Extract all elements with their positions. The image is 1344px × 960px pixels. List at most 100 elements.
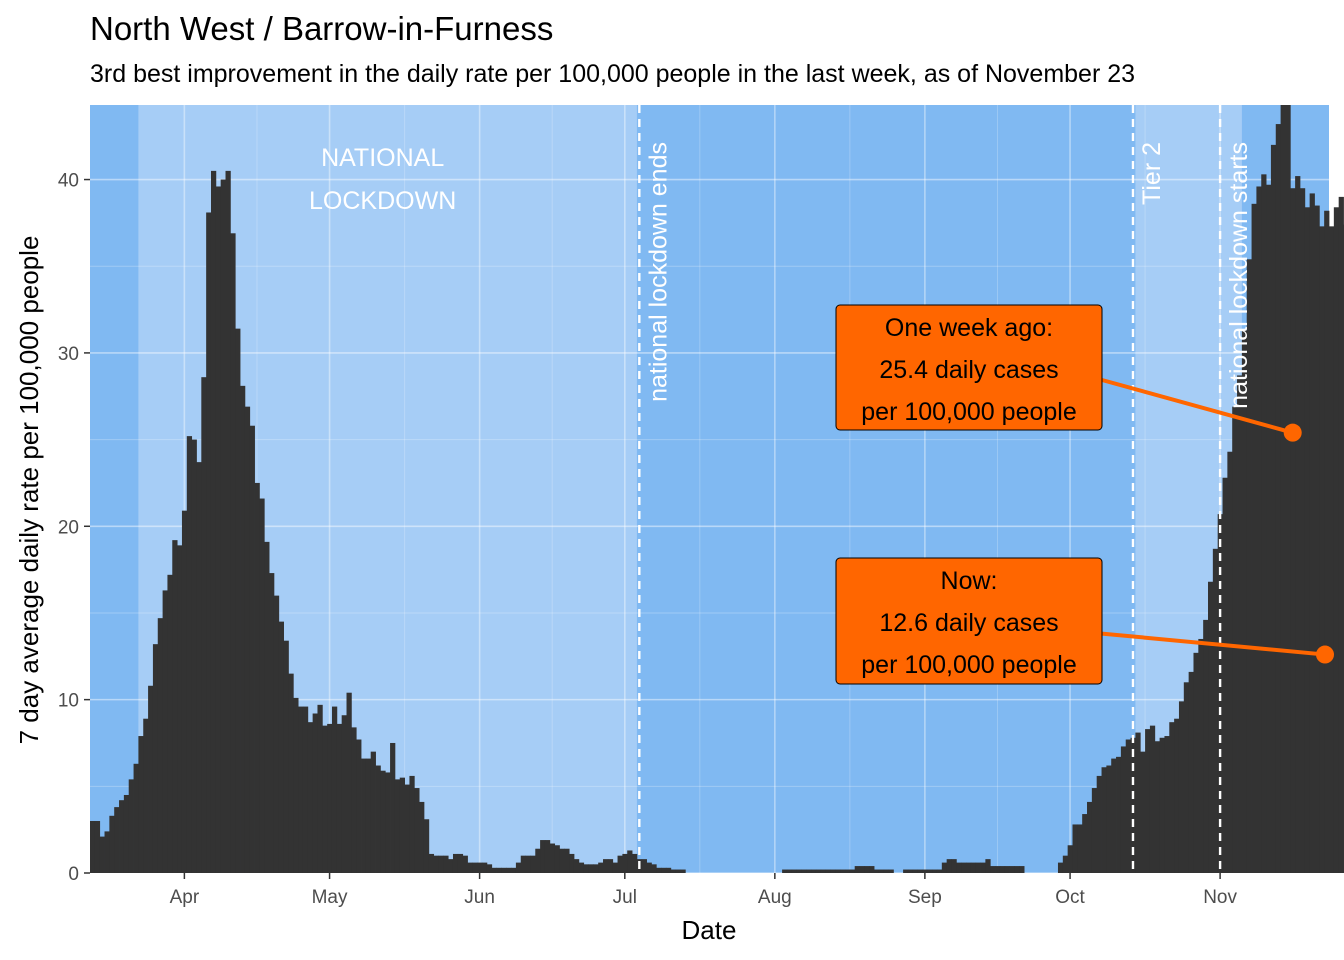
bar [438, 855, 444, 873]
bar [331, 706, 338, 873]
bar [1329, 226, 1335, 874]
bar [883, 869, 889, 873]
bar [298, 706, 304, 873]
bar [1101, 767, 1107, 873]
bar [443, 855, 449, 873]
bar [907, 869, 914, 873]
bar [1183, 682, 1190, 873]
bar [1266, 184, 1272, 873]
bar [167, 574, 173, 873]
bar [210, 170, 217, 873]
bar [404, 784, 410, 873]
bar [1203, 619, 1209, 873]
bar [670, 869, 677, 873]
bar [801, 869, 807, 873]
bar [820, 869, 827, 873]
bar [491, 867, 497, 873]
bar [1285, 105, 1291, 873]
bar [665, 867, 672, 873]
bar [148, 685, 154, 873]
bar [336, 723, 343, 873]
bar [215, 186, 222, 873]
bar [472, 862, 478, 873]
bar [1251, 203, 1257, 874]
bar [230, 233, 236, 873]
bar [796, 869, 802, 873]
bar [617, 855, 623, 873]
bar [632, 853, 638, 873]
bar [1072, 824, 1078, 873]
bar [1333, 207, 1340, 873]
bar [162, 590, 168, 873]
bar [1145, 729, 1151, 873]
bar [980, 862, 986, 873]
annotation-box [835, 557, 1103, 685]
annotation-box [835, 304, 1103, 431]
bar [646, 862, 652, 873]
bar [661, 867, 667, 873]
bar [152, 644, 159, 873]
bar [172, 540, 178, 873]
bar [317, 704, 323, 873]
bar [273, 595, 280, 873]
bar [936, 869, 943, 873]
bar [501, 867, 507, 873]
bar [641, 859, 647, 873]
y-tick-label: 10 [58, 691, 79, 712]
bar [322, 725, 328, 873]
bar [1082, 814, 1088, 873]
bar [540, 840, 546, 873]
x-tick-label: Jun [464, 887, 495, 908]
bar [932, 869, 938, 873]
x-tick-label: Nov [1203, 887, 1237, 908]
bar [1087, 801, 1093, 873]
bar [375, 765, 381, 873]
bar [109, 815, 115, 873]
bar [356, 739, 362, 873]
shaded-period-label: NATIONAL [321, 144, 444, 172]
bar [1106, 765, 1112, 873]
bar-series [90, 105, 1344, 874]
bar [399, 777, 405, 873]
bar [409, 775, 415, 873]
annotation-leader [1101, 378, 1294, 435]
bar [607, 859, 614, 873]
bar [104, 831, 110, 873]
x-tick-label: Oct [1055, 887, 1085, 908]
y-axis-title: 7 day average daily rate per 100,000 peo… [14, 236, 44, 745]
bar [506, 867, 512, 873]
bar [244, 406, 251, 873]
bar [99, 836, 105, 873]
bar [196, 462, 202, 873]
bar [1174, 718, 1180, 873]
y-tick-label: 40 [58, 171, 79, 192]
bar [1299, 188, 1306, 873]
bar [341, 715, 347, 873]
bar [240, 385, 246, 873]
bar [128, 779, 134, 873]
bar [985, 859, 991, 873]
bar [1111, 758, 1117, 873]
bar [554, 845, 560, 873]
bar [423, 819, 430, 873]
bar [854, 866, 860, 873]
annotation-leader [1101, 631, 1326, 657]
bar [1019, 866, 1025, 873]
bar [123, 794, 130, 873]
bar [1309, 193, 1315, 873]
bar [1091, 788, 1098, 873]
bar [1178, 701, 1185, 873]
bar [288, 673, 294, 873]
bar [835, 869, 841, 873]
bar [1241, 330, 1248, 874]
bar [496, 867, 502, 873]
bar [1009, 866, 1015, 873]
x-tick-label: Apr [170, 887, 200, 908]
bar [1077, 824, 1083, 873]
bar [999, 866, 1006, 873]
bar [588, 864, 594, 873]
bar [119, 800, 125, 873]
bar [1314, 205, 1320, 874]
bar [1338, 196, 1344, 873]
bar [912, 869, 919, 873]
